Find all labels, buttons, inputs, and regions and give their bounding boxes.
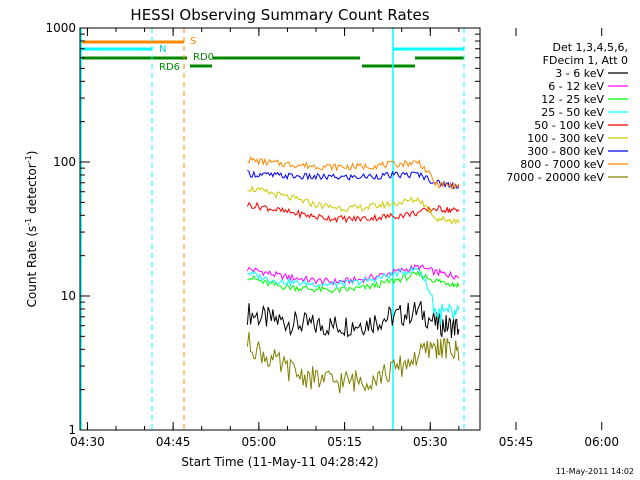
y-tick-label: 1000 <box>45 21 76 35</box>
series-layer <box>246 156 460 394</box>
legend-header-2: FDecim 1, Att 0 <box>543 54 628 67</box>
rd6-label: RD6 <box>159 62 180 73</box>
series-line-3 <box>247 266 460 326</box>
chart-title: HESSI Observing Summary Count Rates <box>130 6 429 24</box>
y-tick-label: 100 <box>53 155 76 169</box>
y-tick-label: 10 <box>61 289 76 303</box>
series-line-0 <box>246 301 460 339</box>
legend-header-1: Det 1,3,4,5,6, <box>552 41 628 54</box>
state-bands <box>80 28 465 430</box>
series-line-1 <box>246 264 460 286</box>
x-tick-label: 04:30 <box>70 435 105 449</box>
rd0-label: RD0 <box>193 52 214 63</box>
plot-frame <box>79 27 481 431</box>
x-tick-label: 04:45 <box>156 435 191 449</box>
legend-label-8: 7000 - 20000 keV <box>506 171 604 184</box>
series-line-5 <box>247 185 460 225</box>
x-tick-label: 05:15 <box>327 435 362 449</box>
legend-label-7: 800 - 7000 keV <box>520 158 604 171</box>
series-line-2 <box>247 270 460 294</box>
y-axis-label: Count Rate (s-1 detector-1) <box>24 151 39 308</box>
series-line-7 <box>247 156 460 190</box>
saa-label: S <box>190 36 196 47</box>
x-axis-label: Start Time (11-May-11 04:28:42) <box>181 455 378 469</box>
legend-label-5: 100 - 300 keV <box>527 132 604 145</box>
series-line-6 <box>247 170 460 189</box>
legend-label-6: 300 - 800 keV <box>527 145 604 158</box>
x-tick-label: 05:30 <box>413 435 448 449</box>
legend-label-4: 50 - 100 keV <box>534 119 604 132</box>
legend-label-3: 25 - 50 keV <box>541 106 604 119</box>
night-label: N <box>159 44 166 55</box>
y-tick-label: 1 <box>68 423 76 437</box>
legend-label-0: 3 - 6 keV <box>555 67 604 80</box>
legend-label-2: 12 - 25 keV <box>541 93 604 106</box>
axes: 04:30 04:45 05:00 05:15 05:30 05:45 06:00 1 10 10… <box>45 21 619 449</box>
x-tick-label: 05:00 <box>242 435 277 449</box>
legend: Det 1,3,4,5,6, FDecim 1, Att 0 3 - 6 keV… <box>506 41 628 184</box>
footer-date: 11-May-2011 14:02 <box>556 467 634 476</box>
legend-label-1: 6 - 12 keV <box>548 80 604 93</box>
series-line-4 <box>246 201 460 224</box>
x-tick-label: 06:00 <box>584 435 619 449</box>
x-tick-label: 05:45 <box>499 435 534 449</box>
annotations: S N RD0 RD6 <box>159 36 214 73</box>
series-line-8 <box>246 332 460 394</box>
